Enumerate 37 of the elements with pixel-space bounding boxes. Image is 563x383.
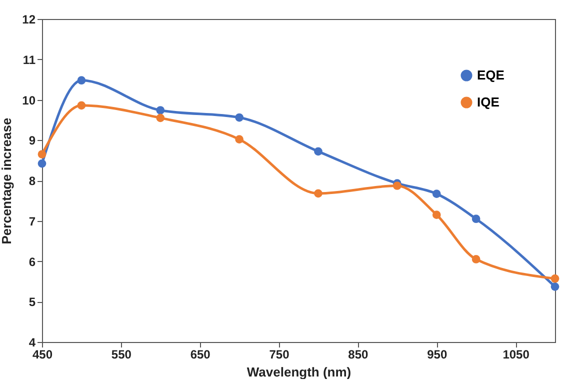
x-tick-label: 750 [269,348,290,362]
point [156,114,165,122]
point [472,255,480,264]
point [156,106,165,114]
point [38,159,46,168]
point [550,274,560,283]
y-tick-label: 12 [22,12,36,26]
y-tick-label: 8 [28,174,36,188]
point [432,210,441,219]
point [314,147,322,156]
y-tick-label: 4 [28,336,36,350]
legend-label: EQE [477,68,505,82]
y-axis-title: Percentage increase [0,118,14,244]
point [235,113,244,122]
point [550,282,560,291]
y-tick-label: 9 [28,134,36,148]
point [235,135,244,144]
point [392,182,402,190]
x-tick-label: 550 [111,348,132,362]
y-tick-label: 10 [22,93,36,108]
point [472,214,480,224]
x-tick-label: 1050 [502,348,530,362]
y-tick-label: 7 [28,214,36,228]
x-tick-label: 850 [348,348,369,362]
x-tick-label: 450 [32,348,53,362]
x-tick-label: 950 [427,348,448,362]
x-tick-label: 650 [190,348,211,362]
legend-label: IQE [477,94,500,110]
point [77,76,86,85]
point [314,189,322,198]
x-axis-title: Wavelength (nm) [246,364,352,380]
point [432,190,441,198]
point [38,150,46,158]
y-tick-label: 6 [28,254,36,269]
point [77,101,86,110]
y-tick-label: 5 [28,295,36,310]
y-tick-label: 11 [22,52,36,67]
